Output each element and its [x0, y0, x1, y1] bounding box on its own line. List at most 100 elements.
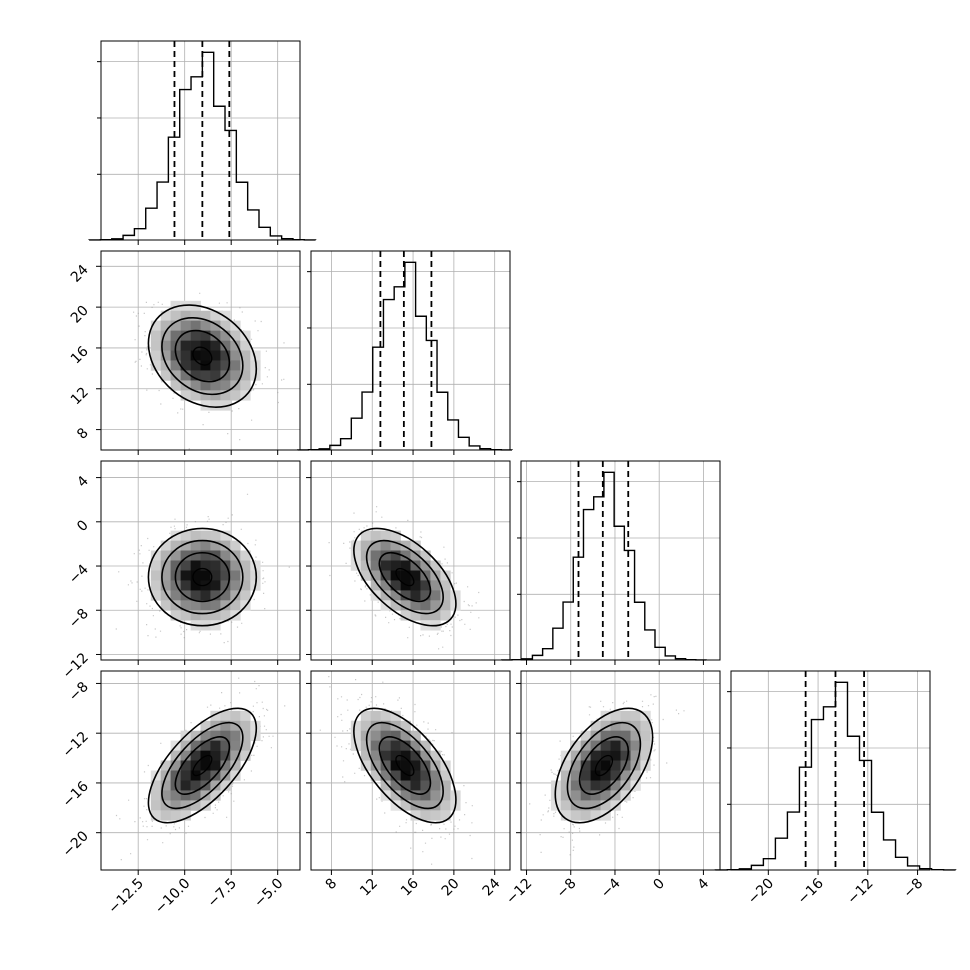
density-cell: [620, 750, 631, 761]
y-tick-label: −8: [66, 606, 92, 632]
density-cell: [390, 790, 401, 801]
density-cell: [210, 610, 221, 621]
contour-1: [566, 721, 642, 810]
density-cell: [180, 330, 191, 341]
density-cell: [390, 760, 401, 771]
density-cell: [600, 720, 611, 732]
density-cell: [220, 740, 231, 751]
density-cell: [170, 550, 181, 561]
contour-3: [192, 754, 213, 777]
density-cell: [610, 770, 621, 781]
density-cell: [400, 730, 411, 741]
density-cell: [430, 600, 441, 611]
density-cell: [600, 710, 611, 722]
density-cell: [400, 780, 411, 791]
density-cell: [210, 790, 221, 801]
density-cell: [400, 760, 411, 771]
density-cell: [380, 760, 391, 771]
density-cell: [430, 790, 441, 801]
density-cell: [420, 750, 431, 761]
density-cell: [610, 760, 621, 771]
density-cell: [210, 350, 221, 361]
density-cell: [160, 560, 171, 571]
density-cell: [410, 750, 421, 761]
density-cell: [590, 780, 601, 791]
density-cell: [400, 740, 411, 751]
density-cell: [600, 780, 611, 791]
y-tick-label: 8: [74, 425, 92, 443]
density-cell: [230, 540, 241, 551]
y-tick-label: −20: [60, 828, 92, 860]
density-cell: [240, 710, 251, 722]
density-cell: [170, 810, 181, 821]
density-cell: [550, 790, 562, 801]
density-cell: [170, 760, 181, 771]
density-cell: [410, 560, 421, 571]
density-cell: [230, 370, 241, 381]
density-cell: [360, 560, 372, 571]
density-cell: [180, 530, 191, 541]
density-cell: [180, 370, 191, 381]
density-cell: [220, 390, 231, 401]
density-cell: [220, 380, 231, 391]
density-cell: [180, 550, 191, 561]
density-cell: [190, 530, 201, 541]
density-cell: [200, 530, 211, 541]
density-cell: [240, 560, 251, 571]
density-cell: [160, 550, 171, 561]
density-cell: [190, 610, 201, 621]
contour-3: [594, 754, 614, 777]
density-cell: [380, 580, 391, 591]
density-cell: [610, 780, 621, 791]
density-cell: [600, 730, 611, 741]
panel-2-2: [501, 460, 721, 665]
density-cell: [560, 810, 572, 821]
density-cell: [180, 600, 191, 611]
density-cell: [410, 540, 421, 551]
density-cell: [580, 790, 591, 801]
panel-frame: [100, 40, 301, 241]
density-cell: [240, 350, 251, 361]
density-cell: [210, 560, 221, 571]
density-cell: [190, 380, 201, 391]
density-cell: [220, 610, 231, 621]
density-cell: [240, 590, 251, 601]
density-cell: [590, 790, 601, 801]
panel-background: [521, 461, 720, 660]
density-cell: [230, 330, 241, 341]
density-cell: [610, 720, 621, 732]
density-cell: [230, 770, 241, 781]
density-cell: [240, 740, 251, 751]
density-cell: [420, 560, 431, 571]
y-tick-label: −16: [60, 778, 92, 810]
density-cell: [180, 340, 191, 351]
density-cell: [170, 330, 181, 341]
x-tick-label: −8: [900, 876, 926, 902]
density-cell: [230, 600, 241, 611]
density-cell: [560, 760, 572, 771]
contour-3: [395, 754, 415, 777]
density-cell: [240, 570, 251, 581]
density-cell: [370, 570, 381, 581]
density-cell: [170, 370, 181, 381]
density-cell: [420, 590, 431, 601]
density-cell: [170, 380, 181, 391]
density-cell: [380, 550, 391, 561]
density-cell: [350, 550, 362, 561]
density-cell: [420, 600, 431, 611]
density-cell: [560, 790, 572, 801]
density-cell: [600, 800, 611, 811]
density-cell: [430, 580, 441, 591]
density-cell: [230, 560, 241, 571]
density-cell: [370, 760, 381, 771]
density-cell: [220, 780, 231, 791]
x-tick-label: 12: [357, 876, 381, 900]
density-cell: [230, 360, 241, 371]
x-tick-label: −12.5: [105, 876, 147, 918]
density-cell: [220, 350, 231, 361]
contour-0: [353, 527, 457, 627]
density-cell: [420, 780, 431, 791]
density-cell: [620, 780, 631, 791]
density-cell: [370, 580, 381, 591]
